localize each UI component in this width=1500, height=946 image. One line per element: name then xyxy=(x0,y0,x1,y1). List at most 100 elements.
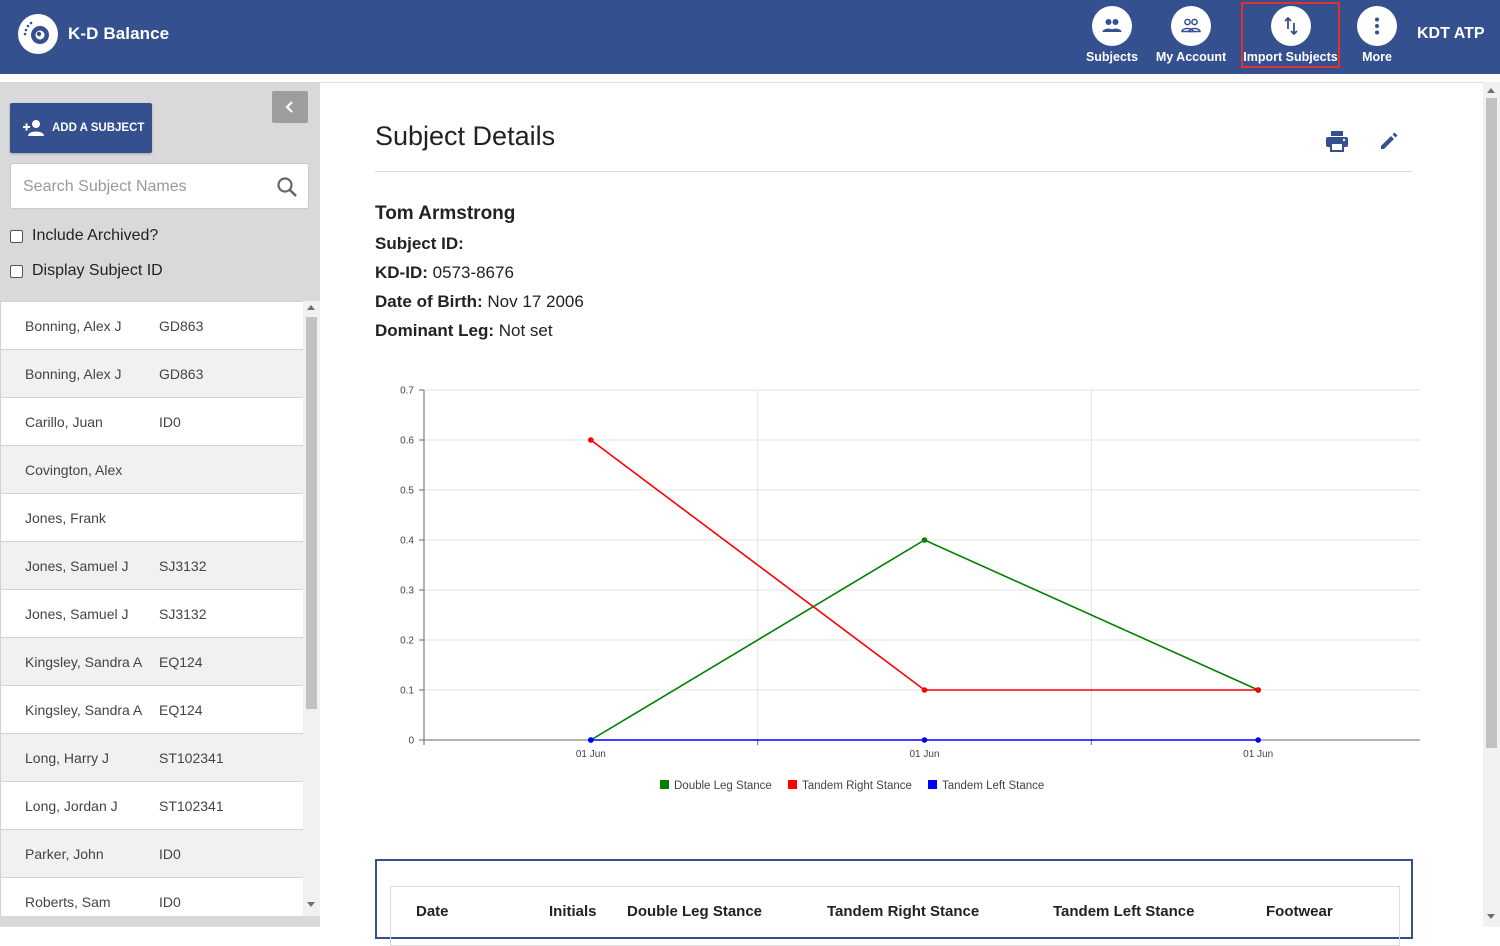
nav-subjects-label: Subjects xyxy=(1085,50,1139,64)
subject-code-cell: EQ124 xyxy=(159,701,203,718)
kdid-field: KD-ID: 0573-8676 xyxy=(375,263,514,283)
series-point xyxy=(1255,737,1261,743)
subject-code-cell: SJ3132 xyxy=(159,605,207,622)
kdid-value: 0573-8676 xyxy=(432,263,514,282)
subject-name-cell: Bonning, Alex J xyxy=(25,317,122,334)
dob-value: Nov 17 2006 xyxy=(487,292,584,311)
nav-more-button[interactable]: More xyxy=(1352,6,1402,68)
table-header-cell[interactable]: Initials xyxy=(549,903,597,920)
legend-label: Tandem Right Stance xyxy=(802,780,912,792)
y-tick-label: 0.2 xyxy=(400,636,414,647)
dominant-leg-field: Dominant Leg: Not set xyxy=(375,321,553,341)
nav-more-label: More xyxy=(1362,50,1392,64)
subject-list-item[interactable]: Jones, Frank xyxy=(0,494,303,542)
subject-list-scrollbar[interactable] xyxy=(303,301,320,916)
subject-name-cell: Kingsley, Sandra A xyxy=(25,653,143,670)
main-scrollbar-thumb[interactable] xyxy=(1486,98,1497,748)
user-name[interactable]: KDT ATP xyxy=(1417,25,1485,42)
series-point xyxy=(1255,687,1261,693)
results-table-frame: Date Initials Double Leg Stance Tandem Righ… xyxy=(375,859,1413,946)
include-archived-checkbox[interactable] xyxy=(10,229,23,243)
subject-code-cell: EQ124 xyxy=(159,653,203,670)
search-box xyxy=(10,163,309,209)
subject-list-item[interactable]: Jones, Samuel J SJ3132 xyxy=(0,542,303,590)
series-point xyxy=(588,437,594,443)
main-scroll-down-arrow-icon[interactable] xyxy=(1487,914,1495,919)
subject-name-cell: Covington, Alex xyxy=(25,461,123,478)
subject-list-item[interactable]: Long, Harry J ST102341 xyxy=(0,734,303,782)
search-input[interactable] xyxy=(23,176,263,198)
subject-code-cell: ST102341 xyxy=(159,749,224,766)
table-header-cell[interactable]: Date xyxy=(416,903,449,920)
nav-import-subjects-button[interactable]: Import Subjects xyxy=(1241,2,1340,68)
scroll-up-arrow-icon[interactable] xyxy=(307,305,315,310)
series-point xyxy=(588,737,594,743)
swap-vertical-icon xyxy=(1283,16,1298,36)
nav-subjects-button[interactable]: Subjects xyxy=(1083,6,1141,68)
subject-name-cell: Bonning, Alex J xyxy=(25,365,122,382)
series-line-1 xyxy=(590,439,1259,691)
table-header-cell[interactable]: Footwear xyxy=(1266,903,1333,920)
series-point xyxy=(921,737,928,743)
subject-code-cell: ID0 xyxy=(159,413,181,430)
subject-name-cell: Long, Harry J xyxy=(25,749,110,766)
sidebar: ADD A SUBJECT Include Archived? Display … xyxy=(0,82,320,927)
x-tick-label: 01 Jun xyxy=(909,749,939,760)
legend-swatch xyxy=(928,780,937,789)
edit-pencil-icon[interactable] xyxy=(1378,130,1400,152)
display-subject-id-option: Display Subject ID xyxy=(10,262,163,280)
table-header-cell[interactable]: Tandem Left Stance xyxy=(1053,903,1195,920)
table-header-cell[interactable]: Tandem Right Stance xyxy=(827,903,980,920)
subject-code-cell: ST102341 xyxy=(159,797,224,814)
subject-name-cell: Carillo, Juan xyxy=(25,413,103,430)
subject-list-item[interactable]: Bonning, Alex J GD863 xyxy=(0,302,303,350)
x-tick-label: 01 Jun xyxy=(1243,749,1273,760)
subject-list-item[interactable]: Parker, John ID0 xyxy=(0,830,303,878)
display-subject-id-label: Display Subject ID xyxy=(32,262,163,279)
subject-id-label: Subject ID: xyxy=(375,234,464,253)
series-point xyxy=(921,687,928,693)
scrollbar-thumb[interactable] xyxy=(306,317,317,709)
y-tick-label: 0.7 xyxy=(400,386,414,397)
collapse-sidebar-button[interactable] xyxy=(272,91,308,123)
subject-list-item[interactable]: Long, Jordan J ST102341 xyxy=(0,782,303,830)
y-tick-label: 0 xyxy=(408,736,414,747)
eye-logo-icon[interactable] xyxy=(18,14,58,54)
legend-swatch xyxy=(788,780,797,789)
subject-code-cell: ID0 xyxy=(159,893,181,910)
print-icon[interactable] xyxy=(1325,130,1349,152)
subject-list-item[interactable]: Kingsley, Sandra A EQ124 xyxy=(0,686,303,734)
subject-list-item[interactable]: Kingsley, Sandra A EQ124 xyxy=(0,638,303,686)
legend-label: Double Leg Stance xyxy=(674,780,772,792)
y-tick-label: 0.6 xyxy=(400,436,414,447)
subject-list-item[interactable]: Jones, Samuel J SJ3132 xyxy=(0,590,303,638)
main-scrollbar[interactable] xyxy=(1483,82,1500,927)
people-icon xyxy=(1102,19,1122,32)
subject-list-item[interactable]: Bonning, Alex J GD863 xyxy=(0,350,303,398)
display-subject-id-checkbox[interactable] xyxy=(10,264,23,278)
subject-list-item[interactable]: Covington, Alex xyxy=(0,446,303,494)
y-tick-label: 0.3 xyxy=(400,586,414,597)
y-tick-label: 0.1 xyxy=(400,686,414,697)
main-scroll-up-arrow-icon[interactable] xyxy=(1487,88,1495,93)
search-icon[interactable] xyxy=(276,176,298,198)
scroll-down-arrow-icon[interactable] xyxy=(307,902,315,907)
top-app-bar: K-D Balance Subjects My Account xyxy=(0,0,1500,74)
dominant-leg-label: Dominant Leg: xyxy=(375,321,494,340)
subject-list-item[interactable]: Carillo, Juan ID0 xyxy=(0,398,303,446)
subject-code-cell: ID0 xyxy=(159,845,181,862)
dominant-leg-value: Not set xyxy=(498,321,553,340)
subject-name-cell: Kingsley, Sandra A xyxy=(25,701,143,718)
subject-list-item[interactable]: Roberts, Sam ID0 xyxy=(0,878,303,916)
add-subject-label: ADD A SUBJECT xyxy=(52,122,145,134)
series-point xyxy=(921,537,928,543)
subject-name-cell: Roberts, Sam xyxy=(25,893,111,910)
app-title: K-D Balance xyxy=(68,24,170,43)
subject-name-cell: Parker, John xyxy=(25,845,104,862)
subject-name-cell: Jones, Samuel J xyxy=(25,605,129,622)
title-divider xyxy=(375,171,1413,172)
results-table-header: Date Initials Double Leg Stance Tandem Righ… xyxy=(390,886,1400,946)
add-subject-button[interactable]: ADD A SUBJECT xyxy=(10,103,152,153)
table-header-cell[interactable]: Double Leg Stance xyxy=(627,903,763,920)
nav-my-account-button[interactable]: My Account xyxy=(1153,6,1229,68)
